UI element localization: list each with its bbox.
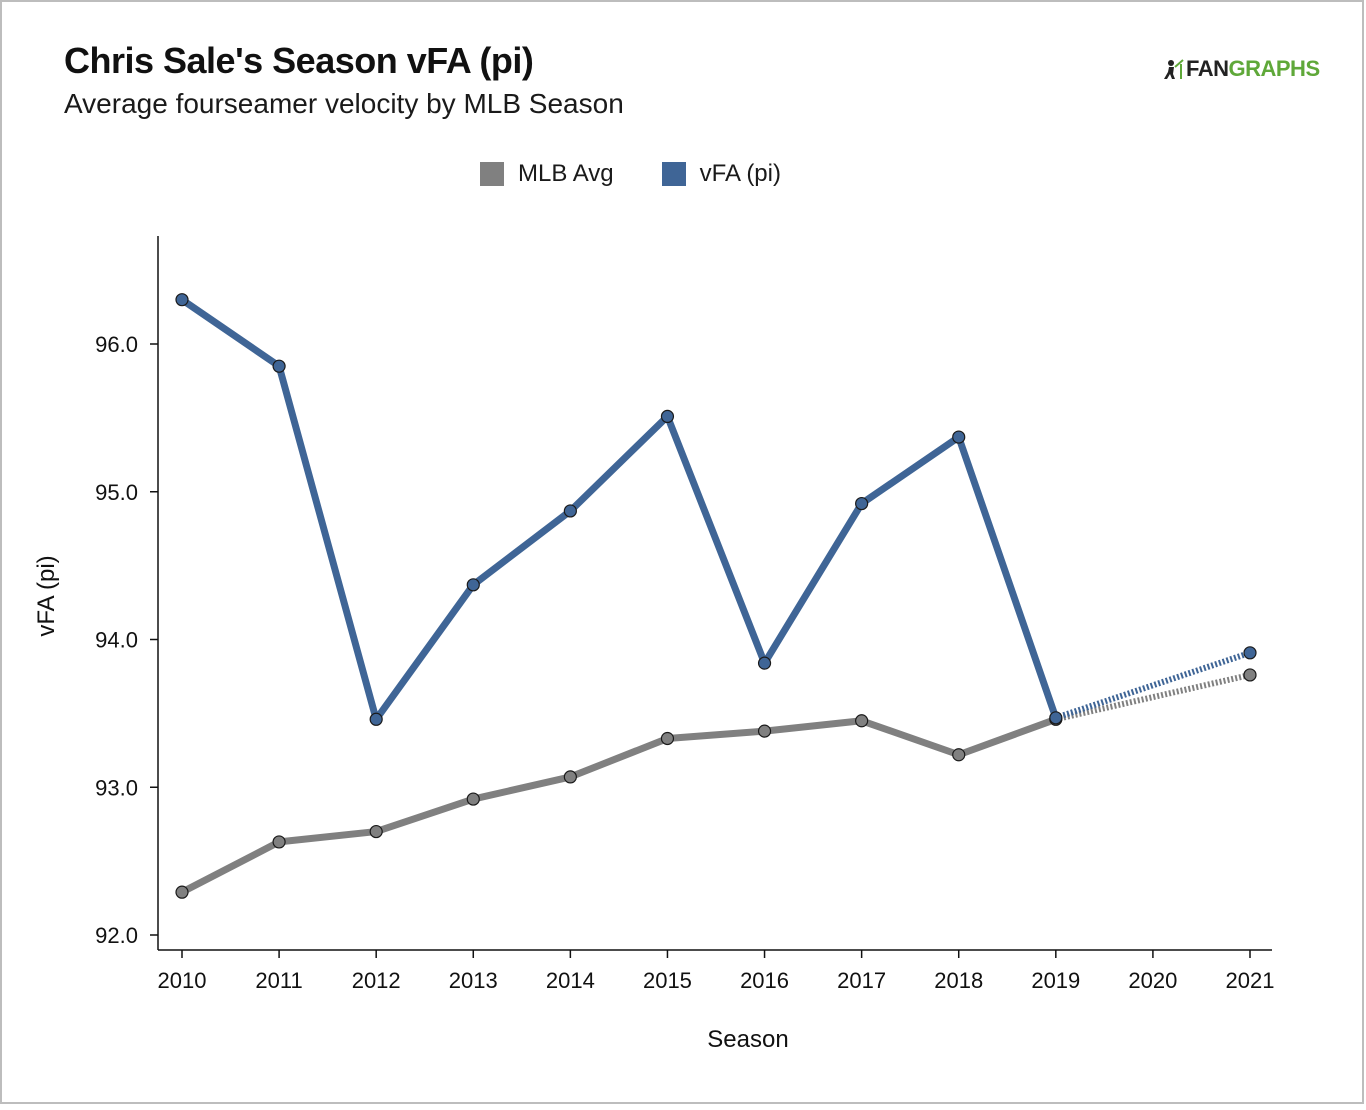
logo-text-graphs: GRAPHS [1228,56,1321,81]
x-tick-label: 2016 [740,968,789,993]
x-tick-label: 2021 [1226,968,1275,993]
x-tick-label: 2010 [158,968,207,993]
x-tick-label: 2012 [352,968,401,993]
data-point-1[interactable] [855,496,869,511]
chart-title: Chris Sale's Season vFA (pi) [64,40,534,81]
data-point-1[interactable] [175,293,189,307]
legend-label-mlb-avg: MLB Avg [518,160,614,187]
legend-item-mlb-avg[interactable]: MLB Avg [480,160,614,188]
legend: MLB Avg vFA (pi) [480,160,829,188]
x-tick-label: 2014 [546,968,595,993]
data-point-0[interactable] [952,748,966,762]
x-tick-label: 2017 [837,968,886,993]
x-axis-label: Season [707,1026,788,1053]
x-tick-label: 2011 [255,968,302,993]
data-point-0[interactable] [272,835,286,849]
data-point-1[interactable] [952,430,966,444]
data-point-0[interactable] [175,885,189,899]
logo-text-fan: FAN [1186,56,1229,81]
chart-subtitle: Average fourseamer velocity by MLB Seaso… [64,88,624,119]
legend-label-player: vFA (pi) [699,160,781,187]
y-tick-label: 96.0 [95,332,138,357]
y-axis-label: vFA (pi) [33,555,60,636]
data-point-1[interactable] [1243,646,1257,660]
data-point-0[interactable] [466,792,480,806]
data-point-0[interactable] [1243,668,1257,682]
y-tick-label: 95.0 [95,480,138,505]
data-point-0[interactable] [369,824,383,839]
legend-swatch-mlb-avg [480,162,504,186]
x-tick-label: 2013 [449,968,498,993]
fangraphs-logo[interactable]: FAN GRAPHS [1162,56,1320,82]
data-point-1[interactable] [466,578,480,592]
data-point-0[interactable] [855,714,869,728]
data-point-0[interactable] [660,731,675,746]
data-point-1[interactable] [563,504,577,518]
data-point-1[interactable] [660,409,675,423]
legend-item-player[interactable]: vFA (pi) [661,160,781,188]
data-point-1[interactable] [272,359,286,373]
data-point-1[interactable] [757,656,772,670]
legend-swatch-player [661,162,686,186]
series-projection-line-1 [1054,649,1251,721]
series-points [175,293,1257,899]
x-tick-label: 2019 [1031,968,1080,993]
series-lines [178,296,1251,896]
y-tick-label: 94.0 [95,628,138,653]
data-point-1[interactable] [1049,711,1063,725]
batter-icon [1164,59,1184,79]
x-tick-label: 2018 [934,968,983,993]
data-point-1[interactable] [369,712,383,726]
axes: 92.0 93.0 94.0 95.0 96.0 2010 2011 2012 2013 2014… [95,236,1274,993]
series-projection-line-0 [1055,672,1251,723]
series-line-0 [178,715,1060,896]
data-point-0[interactable] [757,724,772,738]
y-tick-label: 93.0 [95,775,138,800]
series-line-1 [178,296,1060,723]
y-tick-label: 92.0 [95,923,138,948]
data-point-0[interactable] [563,770,577,784]
x-tick-label: 2020 [1128,968,1177,993]
x-tick-label: 2015 [643,968,692,993]
